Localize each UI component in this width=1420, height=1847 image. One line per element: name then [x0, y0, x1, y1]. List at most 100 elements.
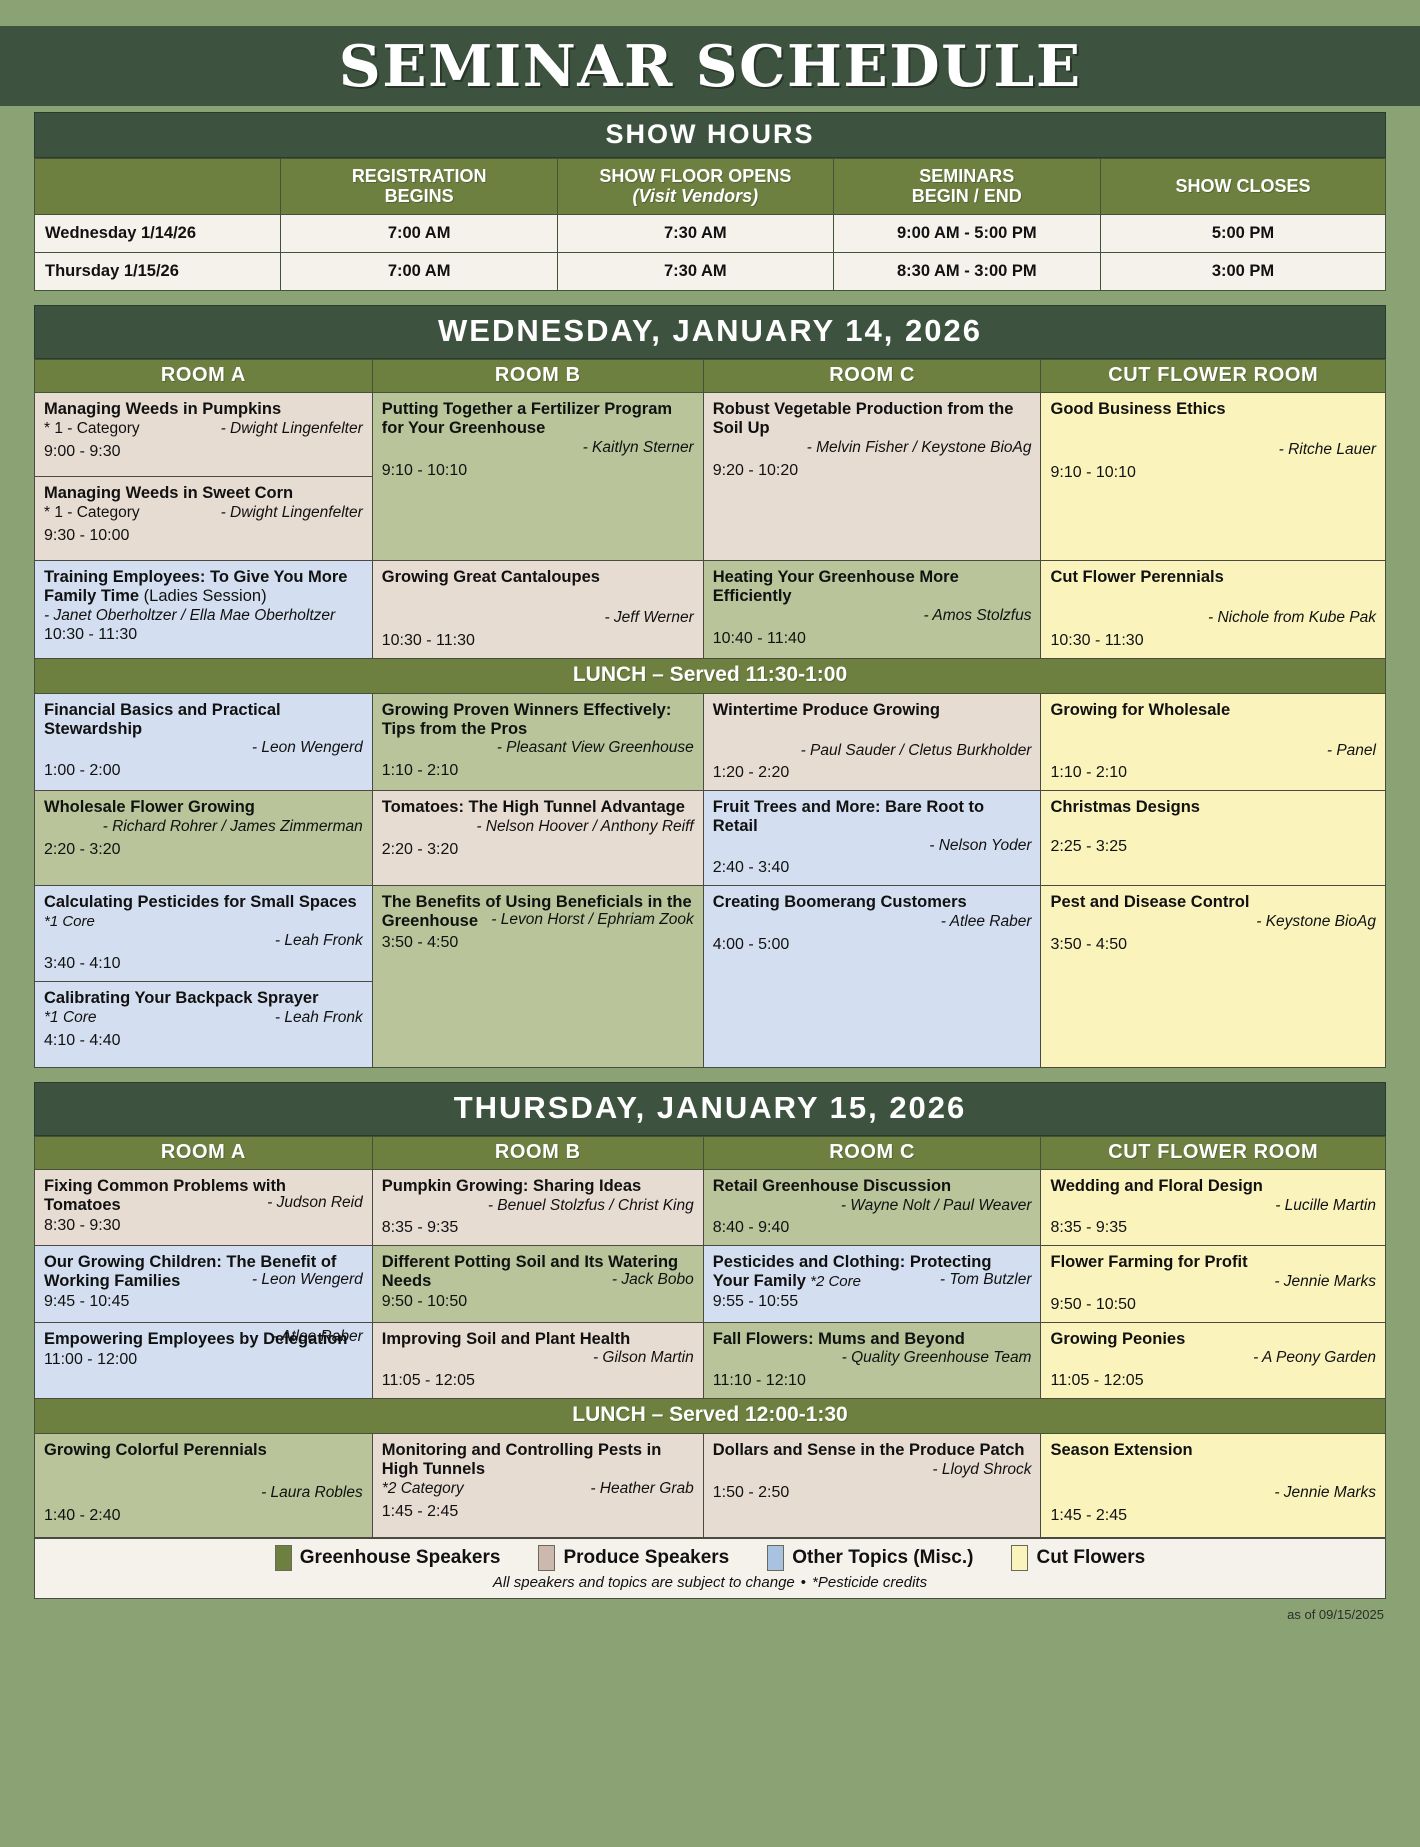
session-title: Growing Colorful Perennials: [44, 1441, 267, 1460]
session-cell[interactable]: The Benefits of Using Beneficials in the…: [371, 885, 704, 1068]
session-title: Training Employees: To Give You More Fam…: [44, 568, 348, 606]
session-cell[interactable]: Creating Boomerang Customers - Atlee Rab…: [702, 885, 1042, 1068]
session-speaker: - Leon Wengerd: [251, 739, 363, 757]
session-speaker: - Lloyd Shrock: [932, 1460, 1032, 1478]
table-row: Wednesday 1/14/26 7:00 AM 7:30 AM 9:00 A…: [33, 214, 1386, 254]
session-cell[interactable]: Pesticides and Clothing: Protecting Your…: [702, 1245, 1042, 1323]
session-speaker: - Dwight Lingenfelter: [220, 420, 363, 438]
session-cell[interactable]: Cut Flower Perennials - Nichole from Kub…: [1040, 560, 1386, 659]
table-row: Financial Basics and Practical Stewardsh…: [34, 692, 1386, 792]
session-title: Fixing Common Problems with Tomatoes: [44, 1176, 287, 1214]
session-cell[interactable]: Empowering Employees by Delegation - Atl…: [34, 1321, 373, 1400]
lunch-bar: LUNCH – Served 11:30-1:00: [34, 657, 1386, 694]
session-cell[interactable]: Our Growing Children: The Benefit of Wor…: [34, 1245, 373, 1323]
produce-swatch-icon: [538, 1545, 556, 1572]
session-time: 10:30 - 11:30: [44, 625, 138, 643]
session-speaker: - Melvin Fisher / Keystone BioAg: [806, 438, 1032, 456]
session-cell[interactable]: Training Employees: To Give You More Fam…: [34, 560, 373, 659]
session-cell[interactable]: Fruit Trees and More: Bare Root to Retai…: [702, 790, 1042, 887]
cutflower-swatch-icon: [1011, 1545, 1029, 1572]
session-cell[interactable]: Financial Basics and Practical Stewardsh…: [34, 692, 373, 792]
session-title: Monitoring and Controlling Pests in High…: [381, 1441, 662, 1478]
session-title: Calculating Pesticides for Small Spaces …: [44, 893, 357, 931]
session-cell[interactable]: Season Extension - Jennie Marks 1:45 - 2…: [1040, 1433, 1386, 1539]
session-time: 2:25 - 3:25: [1050, 838, 1127, 856]
session-speaker: - Judson Reid: [267, 1194, 363, 1212]
session-time: 9:20 - 10:20: [712, 461, 799, 479]
legend-note: All speakers and topics are subject to c…: [35, 1574, 1385, 1591]
show-hours-floor: 7:30 AM: [557, 252, 834, 292]
session-cell[interactable]: Fall Flowers: Mums and Beyond - Quality …: [702, 1321, 1042, 1400]
session-title: Improving Soil and Plant Health: [381, 1329, 631, 1348]
session-cell[interactable]: Managing Weeds in Sweet Corn * 1 - Categ…: [34, 476, 373, 562]
session-cell[interactable]: Wedding and Floral Design - Lucille Mart…: [1040, 1168, 1386, 1247]
show-hours-day: Wednesday 1/14/26: [33, 214, 282, 254]
session-cell[interactable]: Monitoring and Controlling Pests in High…: [371, 1433, 704, 1539]
session-cell[interactable]: Retail Greenhouse Discussion - Wayne Nol…: [702, 1168, 1042, 1247]
show-hours-blank-header: [33, 157, 282, 216]
session-time: 9:30 - 10:00: [44, 527, 130, 545]
session-time: 2:40 - 3:40: [712, 859, 790, 877]
wednesday-banner: WEDNESDAY, JANUARY 14, 2026: [34, 305, 1386, 360]
thursday-room-header-row: ROOM A ROOM B ROOM C CUT FLOWER ROOM: [34, 1135, 1386, 1170]
session-cell[interactable]: Improving Soil and Plant Health - Gilson…: [371, 1321, 704, 1400]
session-title: Empowering Employees by Delegation: [44, 1329, 348, 1348]
as-of-date: as of 09/15/2025: [1287, 1607, 1384, 1623]
session-title: Heating Your Greenhouse More Efficiently: [712, 568, 959, 606]
session-title: Fall Flowers: Mums and Beyond: [712, 1329, 965, 1348]
session-title: Pest and Disease Control: [1050, 893, 1250, 912]
legend: Greenhouse Speakers Produce Speakers Oth…: [34, 1538, 1386, 1600]
session-cell[interactable]: Growing Great Cantaloupes - Jeff Werner …: [371, 560, 704, 659]
legend-item-other: Other Topics (Misc.): [767, 1545, 973, 1572]
table-row: Managing Weeds in Pumpkins * 1 - Categor…: [34, 392, 1386, 562]
session-speaker: - Heather Grab: [590, 1479, 694, 1497]
session-cell[interactable]: Growing Peonies - A Peony Garden 11:05 -…: [1040, 1321, 1386, 1400]
other-swatch-icon: [767, 1545, 785, 1572]
session-speaker: - Nelson Hoover / Anthony Reiff: [476, 818, 694, 836]
session-speaker: - Janet Oberholtzer / Ella Mae Oberholtz…: [44, 606, 336, 624]
session-time: 11:05 - 12:05: [381, 1372, 475, 1390]
session-cell[interactable]: Wintertime Produce Growing - Paul Sauder…: [702, 692, 1042, 792]
session-cell[interactable]: Dollars and Sense in the Produce Patch -…: [702, 1433, 1042, 1539]
session-title: Pesticides and Clothing: Protecting Your…: [712, 1253, 992, 1290]
session-cell[interactable]: Different Potting Soil and Its Watering …: [371, 1245, 704, 1323]
session-cell[interactable]: Fixing Common Problems with Tomatoes - J…: [34, 1168, 373, 1247]
session-cell[interactable]: Good Business Ethics - Ritche Lauer 9:10…: [1040, 392, 1386, 562]
session-cell[interactable]: Pest and Disease Control - Keystone BioA…: [1040, 885, 1386, 1068]
session-cell[interactable]: Managing Weeds in Pumpkins * 1 - Categor…: [34, 392, 373, 478]
session-cell[interactable]: Christmas Designs 2:25 - 3:25: [1040, 790, 1386, 887]
session-cell[interactable]: Calibrating Your Backpack Sprayer *1 Cor…: [34, 980, 373, 1068]
session-cell[interactable]: Putting Together a Fertilizer Program fo…: [371, 392, 704, 562]
table-row: Fixing Common Problems with Tomatoes - J…: [34, 1168, 1386, 1247]
session-speaker: - Nichole from Kube Pak: [1208, 609, 1376, 627]
table-row: LUNCH – Served 12:00-1:30: [34, 1398, 1386, 1435]
session-speaker: - Panel: [1326, 741, 1376, 759]
session-title: Robust Vegetable Production from the Soi…: [712, 400, 1014, 438]
session-speaker: - Dwight Lingenfelter: [220, 504, 363, 522]
session-title: Growing Peonies: [1050, 1329, 1186, 1348]
session-cell[interactable]: Pumpkin Growing: Sharing Ideas - Benuel …: [371, 1168, 704, 1247]
lunch-bar: LUNCH – Served 12:00-1:30: [34, 1398, 1386, 1435]
session-title: Wintertime Produce Growing: [712, 700, 940, 719]
show-hours-registration: 7:00 AM: [280, 252, 559, 292]
session-cell[interactable]: Tomatoes: The High Tunnel Advantage - Ne…: [371, 790, 704, 887]
session-cell[interactable]: Flower Farming for Profit - Jennie Marks…: [1040, 1245, 1386, 1323]
session-cell[interactable]: Growing for Wholesale - Panel 1:10 - 2:1…: [1040, 692, 1386, 792]
table-row: Calibrating Your Backpack Sprayer *1 Cor…: [34, 980, 1386, 1068]
session-cell[interactable]: Growing Colorful Perennials - Laura Robl…: [34, 1433, 373, 1539]
session-speaker: - Amos Stolzfus: [923, 606, 1032, 624]
wednesday-schedule-table: ROOM A ROOM B ROOM C CUT FLOWER ROOM Man…: [34, 359, 1386, 1068]
session-cell[interactable]: Growing Proven Winners Effectively: Tips…: [371, 692, 704, 792]
show-hours-heading: SHOW HOURS: [34, 112, 1386, 158]
session-time: 9:00 - 9:30: [44, 443, 121, 461]
session-cell[interactable]: Robust Vegetable Production from the Soi…: [702, 392, 1042, 562]
session-cell[interactable]: Heating Your Greenhouse More Efficiently…: [702, 560, 1042, 659]
session-title: Flower Farming for Profit: [1050, 1253, 1248, 1272]
session-title: The Benefits of Using Beneficials in the…: [381, 893, 692, 931]
session-time: 3:40 - 4:10: [44, 954, 121, 972]
session-time: 11:10 - 12:10: [712, 1372, 806, 1390]
session-cell[interactable]: Wholesale Flower Growing - Richard Rohre…: [34, 790, 373, 887]
session-time: 3:50 - 4:50: [1050, 935, 1127, 953]
session-cell[interactable]: Calculating Pesticides for Small Spaces …: [34, 885, 373, 982]
